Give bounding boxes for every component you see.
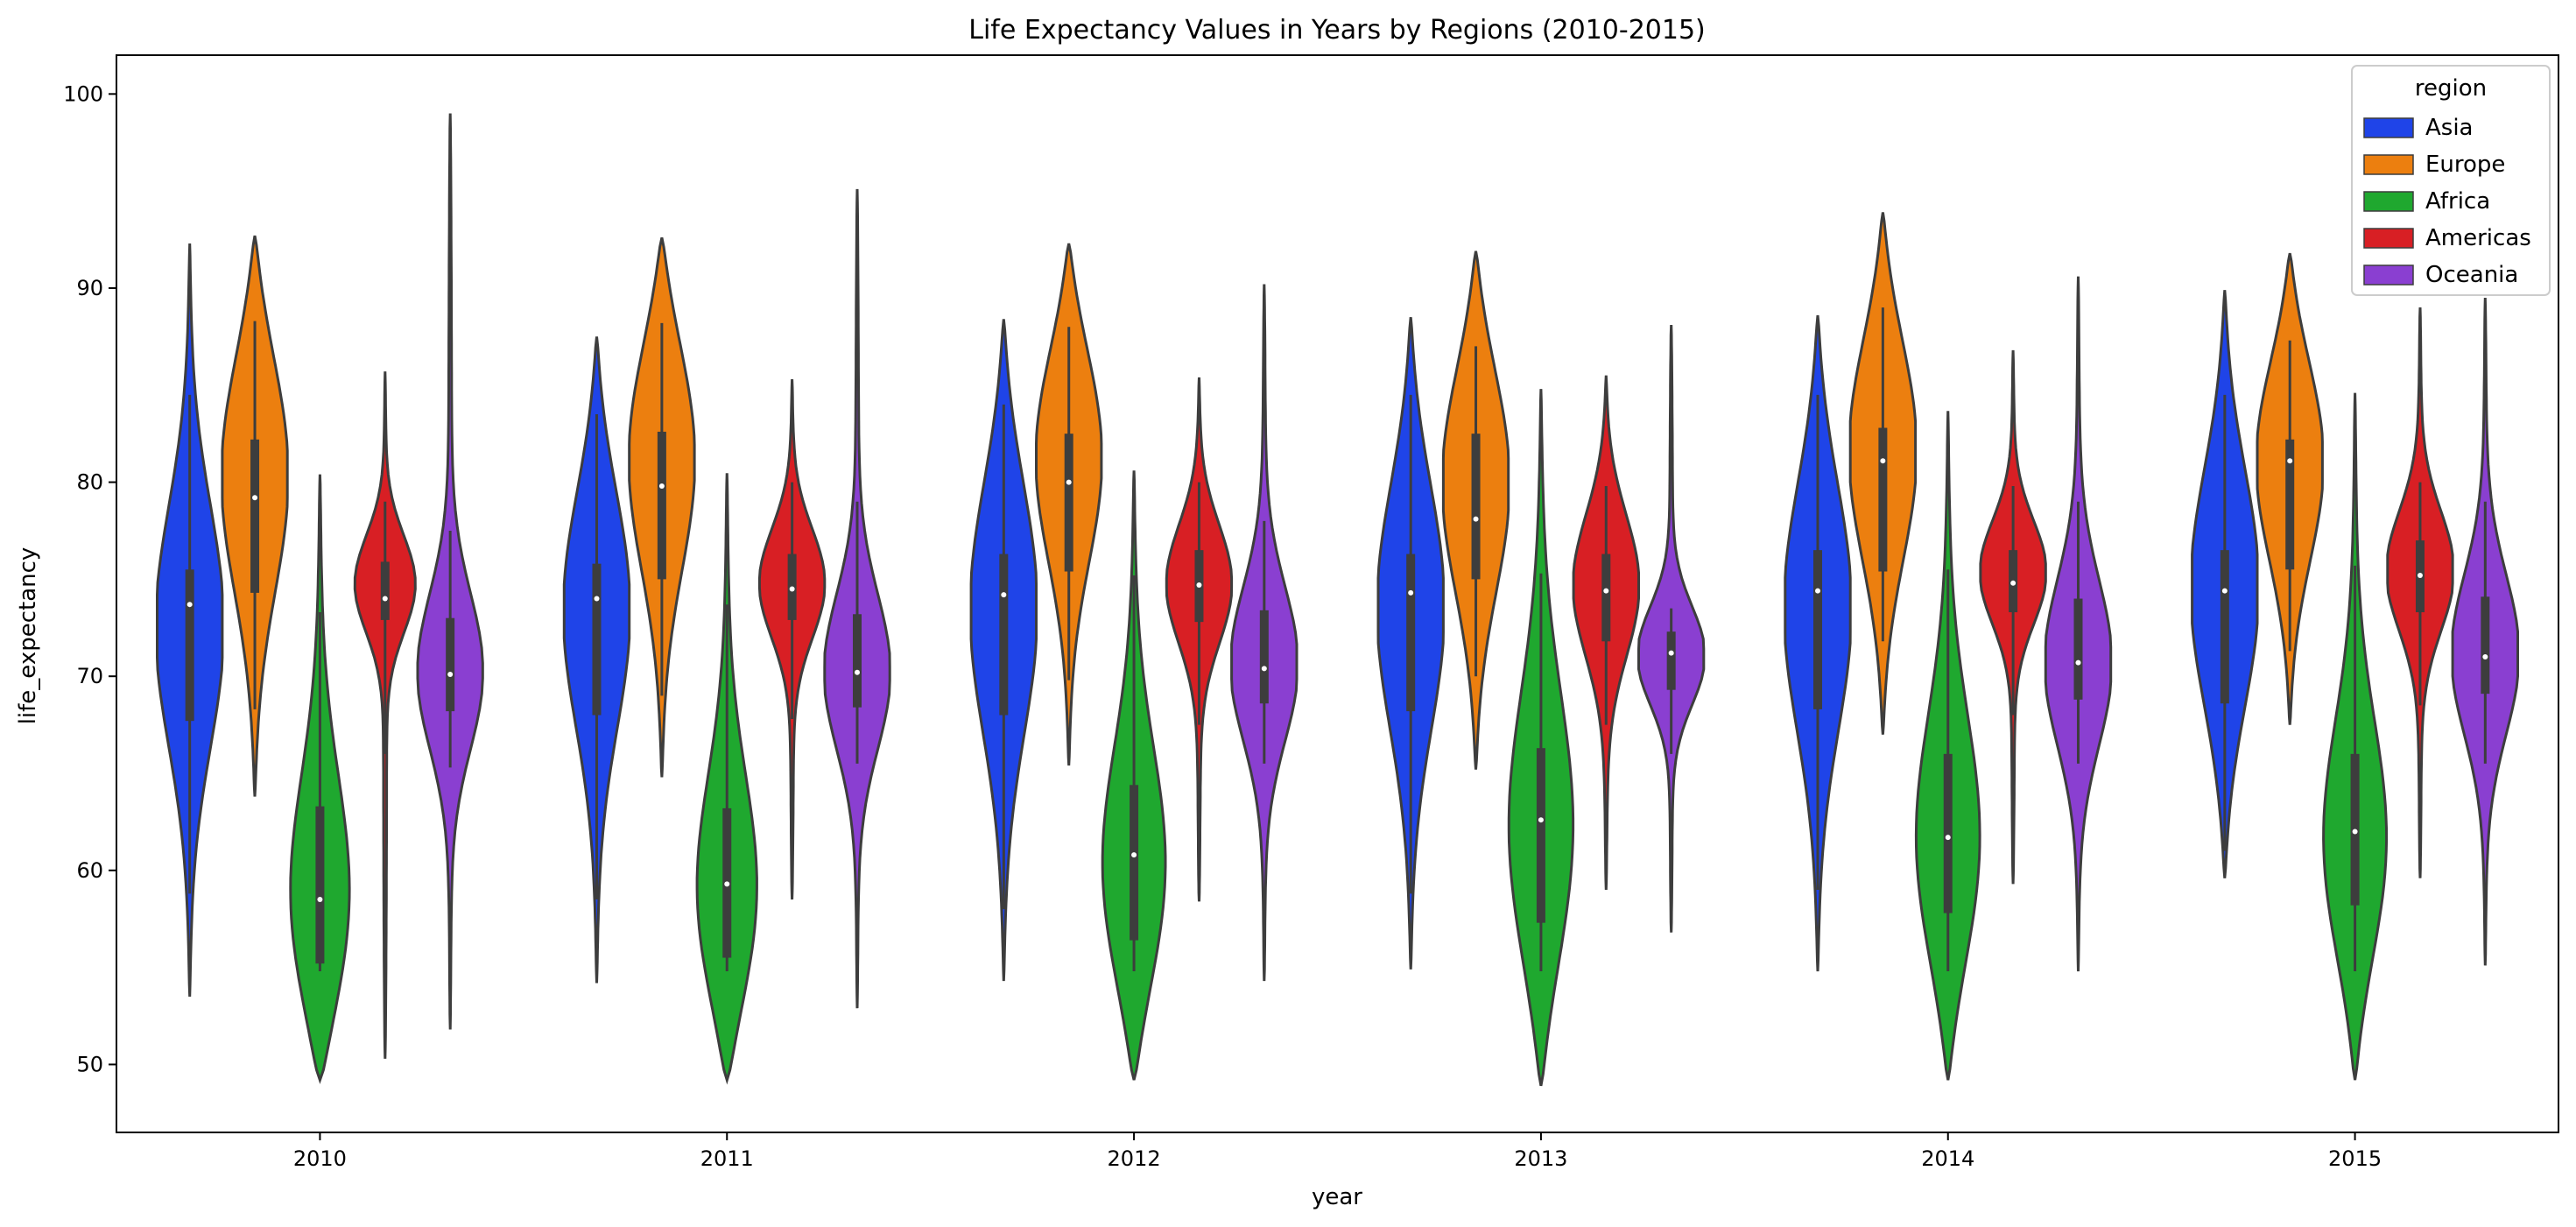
legend: region Asia Europe Africa Americas Oceania [2351, 65, 2551, 296]
iqr-box-asia-2011 [592, 563, 602, 716]
median-europe-2011 [658, 483, 665, 489]
median-oceania-2014 [2075, 659, 2081, 666]
median-europe-2015 [2287, 458, 2293, 464]
iqr-box-europe-2013 [1471, 434, 1481, 580]
x-tick-label: 2015 [2328, 1146, 2382, 1171]
median-europe-2012 [1066, 479, 1072, 485]
iqr-box-oceania-2012 [1259, 610, 1269, 704]
median-africa-2010 [317, 897, 323, 903]
iqr-box-asia-2013 [1406, 554, 1416, 712]
axes-frame [116, 54, 2559, 1133]
iqr-box-americas-2013 [1601, 554, 1611, 642]
iqr-box-oceania-2014 [2073, 598, 2083, 700]
median-asia-2014 [1815, 588, 1821, 594]
median-americas-2010 [382, 596, 388, 602]
median-americas-2014 [2010, 580, 2016, 586]
median-oceania-2012 [1261, 666, 1267, 672]
x-tick-label: 2013 [1514, 1146, 1567, 1171]
iqr-box-europe-2011 [657, 431, 666, 580]
legend-label-europe: Europe [2425, 152, 2505, 178]
iqr-box-europe-2010 [250, 439, 260, 593]
median-asia-2013 [1408, 589, 1414, 596]
iqr-box-oceania-2010 [446, 617, 455, 712]
median-oceania-2010 [447, 671, 454, 677]
legend-swatch-americas [2363, 228, 2414, 249]
iqr-box-europe-2015 [2285, 439, 2295, 570]
median-africa-2014 [1945, 835, 1951, 841]
legend-label-africa: Africa [2425, 188, 2490, 215]
median-europe-2010 [252, 495, 258, 501]
median-europe-2014 [1880, 458, 1886, 464]
y-tick-label: 50 [76, 1052, 103, 1076]
iqr-box-africa-2010 [315, 806, 325, 964]
median-africa-2011 [724, 881, 730, 887]
median-americas-2011 [789, 586, 795, 592]
median-asia-2010 [187, 602, 193, 608]
median-oceania-2015 [2482, 654, 2488, 660]
iqr-box-africa-2012 [1130, 785, 1139, 941]
iqr-box-americas-2010 [380, 561, 390, 620]
iqr-box-asia-2014 [1813, 550, 1823, 709]
median-oceania-2013 [1668, 650, 1674, 656]
median-africa-2013 [1538, 817, 1544, 823]
y-tick-label: 100 [63, 81, 103, 106]
iqr-box-africa-2014 [1943, 753, 1953, 913]
legend-swatch-asia [2363, 117, 2414, 138]
legend-swatch-oceania [2363, 264, 2414, 286]
iqr-box-oceania-2011 [852, 614, 862, 708]
median-americas-2012 [1196, 582, 1202, 589]
x-tick-label: 2014 [1921, 1146, 1974, 1171]
iqr-box-asia-2012 [999, 554, 1009, 716]
y-tick-label: 90 [76, 276, 103, 300]
iqr-box-africa-2013 [1536, 748, 1545, 923]
median-africa-2012 [1131, 852, 1137, 858]
x-axis-label: year [1312, 1184, 1362, 1210]
median-europe-2013 [1473, 516, 1479, 522]
iqr-box-europe-2014 [1878, 427, 1888, 572]
legend-label-asia: Asia [2425, 115, 2474, 141]
y-axis-label: life_expectancy [15, 547, 41, 725]
plot-area [156, 113, 2519, 1087]
axes: 50 60 70 80 90 100 2010 2011 2012 2013 2014 2015 [63, 54, 2559, 1171]
x-tick-label: 2010 [293, 1146, 347, 1171]
iqr-box-oceania-2015 [2481, 596, 2490, 695]
median-asia-2015 [2221, 588, 2228, 594]
legend-swatch-europe [2363, 154, 2414, 175]
legend-swatch-africa [2363, 191, 2414, 212]
median-asia-2011 [594, 596, 600, 602]
median-africa-2015 [2352, 829, 2358, 835]
median-americas-2013 [1603, 588, 1609, 594]
y-tick-label: 70 [76, 664, 103, 688]
iqr-box-oceania-2013 [1666, 631, 1676, 690]
x-tick-label: 2011 [700, 1146, 754, 1171]
median-americas-2015 [2417, 572, 2423, 578]
legend-title: region [2415, 75, 2487, 102]
iqr-box-asia-2010 [185, 569, 194, 722]
y-tick-label: 60 [76, 858, 103, 883]
median-oceania-2011 [854, 669, 860, 675]
iqr-box-europe-2012 [1064, 434, 1073, 572]
legend-label-americas: Americas [2425, 225, 2531, 251]
x-tick-label: 2012 [1108, 1146, 1161, 1171]
chart-title: Life Expectancy Values in Years by Regio… [968, 15, 1706, 46]
median-asia-2012 [1001, 592, 1007, 598]
y-tick-label: 80 [76, 470, 103, 495]
iqr-box-asia-2015 [2220, 550, 2229, 704]
legend-label-oceania: Oceania [2425, 262, 2518, 288]
